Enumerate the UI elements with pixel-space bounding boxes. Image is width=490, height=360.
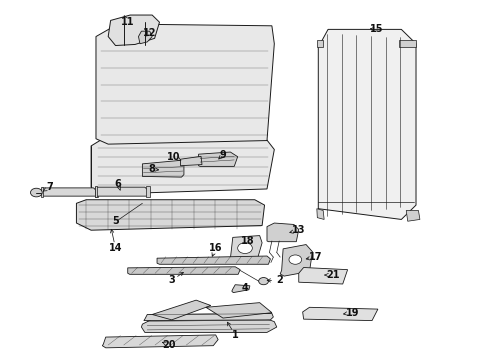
Polygon shape [198,152,238,166]
Polygon shape [139,31,152,44]
Polygon shape [143,160,184,177]
Polygon shape [317,209,324,220]
Text: 4: 4 [242,283,248,293]
Polygon shape [144,314,273,320]
Polygon shape [318,40,323,47]
Polygon shape [406,211,420,221]
Text: 21: 21 [326,270,340,280]
Polygon shape [142,318,277,332]
Polygon shape [152,300,211,320]
Polygon shape [107,215,125,225]
Text: 19: 19 [346,308,359,318]
Polygon shape [399,40,416,47]
Circle shape [30,188,42,197]
Circle shape [289,255,302,264]
Text: 14: 14 [109,243,122,253]
Text: 10: 10 [168,152,181,162]
Text: 5: 5 [112,216,119,226]
Circle shape [238,243,252,253]
Text: 15: 15 [370,24,384,35]
Polygon shape [95,186,97,197]
Text: 13: 13 [292,225,305,235]
Polygon shape [76,200,265,230]
Polygon shape [267,223,299,242]
Polygon shape [91,137,274,194]
Polygon shape [95,187,98,197]
Text: 6: 6 [115,179,122,189]
Polygon shape [147,186,150,197]
Polygon shape [157,256,270,264]
Polygon shape [206,303,272,318]
Polygon shape [299,267,347,284]
Polygon shape [318,30,416,220]
Text: 20: 20 [163,340,176,350]
Text: 17: 17 [309,252,322,262]
Text: 7: 7 [46,182,53,192]
Text: 3: 3 [169,275,175,285]
Polygon shape [102,335,218,348]
Text: 1: 1 [232,330,239,340]
Polygon shape [303,307,378,320]
Polygon shape [96,187,150,196]
Polygon shape [229,235,262,263]
Polygon shape [42,188,98,196]
Text: 12: 12 [143,28,156,38]
Polygon shape [180,156,202,166]
Text: 18: 18 [241,236,254,246]
Text: 2: 2 [276,275,283,285]
Text: 8: 8 [149,164,156,174]
Polygon shape [128,267,240,274]
Polygon shape [108,15,159,45]
Polygon shape [280,244,313,276]
Polygon shape [232,285,250,293]
Text: 16: 16 [209,243,222,253]
Text: 11: 11 [121,17,134,27]
Text: 9: 9 [220,150,226,160]
Polygon shape [96,24,274,144]
Polygon shape [41,187,43,197]
Circle shape [259,278,269,285]
